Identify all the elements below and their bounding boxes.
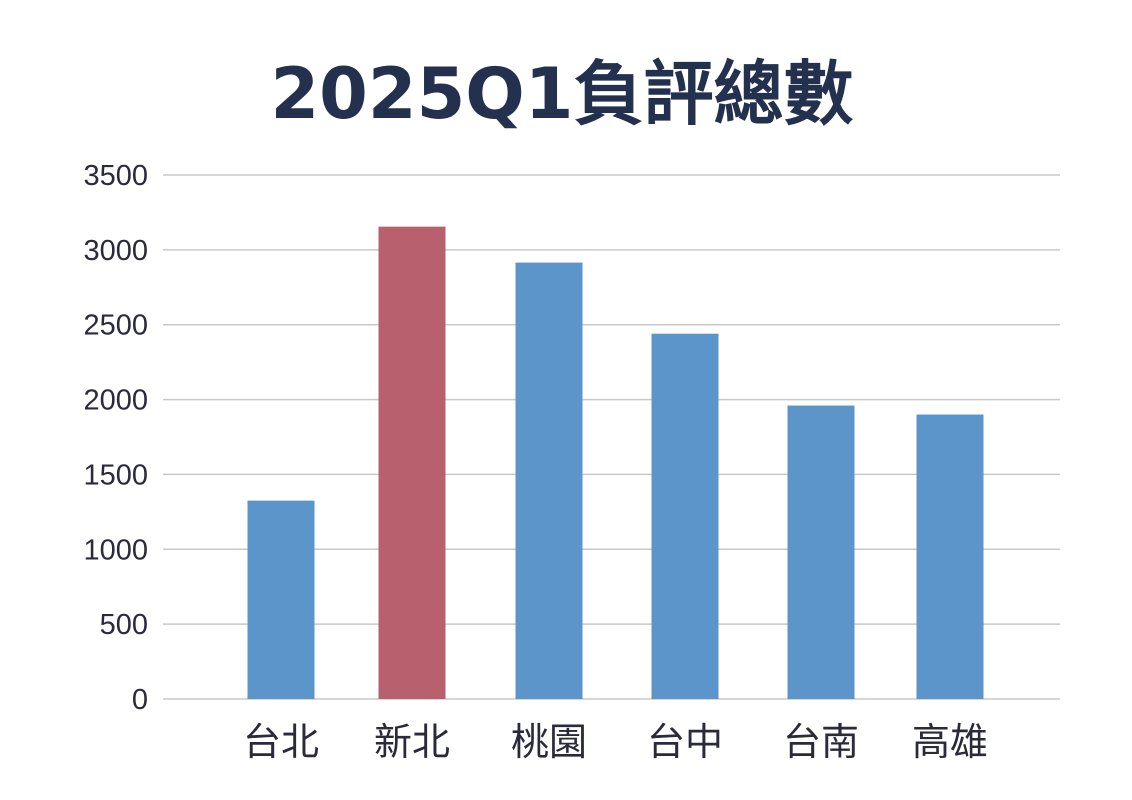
y-tick-label: 0 bbox=[132, 684, 148, 716]
x-axis-category-labels: 台北 新北 桃園 台中 台南 高雄 bbox=[243, 720, 988, 764]
x-tick-label: 台南 bbox=[783, 720, 859, 764]
y-tick-label: 1500 bbox=[83, 459, 148, 491]
bar-桃園 bbox=[515, 262, 583, 699]
bar-高雄 bbox=[916, 414, 984, 699]
x-tick-label: 高雄 bbox=[912, 720, 988, 764]
bar-台北 bbox=[247, 500, 315, 699]
x-tick-label: 台中 bbox=[647, 720, 723, 764]
y-tick-label: 1000 bbox=[83, 534, 148, 566]
x-tick-label: 台北 bbox=[243, 720, 319, 764]
y-tick-label: 2000 bbox=[83, 385, 148, 417]
y-tick-label: 3000 bbox=[83, 235, 148, 267]
bars bbox=[247, 226, 984, 699]
y-axis-tick-labels: 0 500 1000 1500 2000 2500 3000 3500 bbox=[83, 160, 148, 716]
chart-title: 2025Q1負評總數 bbox=[270, 53, 853, 135]
bar-新北 bbox=[378, 226, 446, 699]
y-tick-label: 3500 bbox=[83, 160, 148, 192]
y-tick-label: 2500 bbox=[83, 310, 148, 342]
bar-台南 bbox=[787, 405, 855, 699]
y-tick-label: 500 bbox=[100, 609, 148, 641]
x-tick-label: 桃園 bbox=[511, 720, 587, 764]
x-tick-label: 新北 bbox=[374, 720, 450, 764]
bar-台中 bbox=[651, 333, 719, 699]
